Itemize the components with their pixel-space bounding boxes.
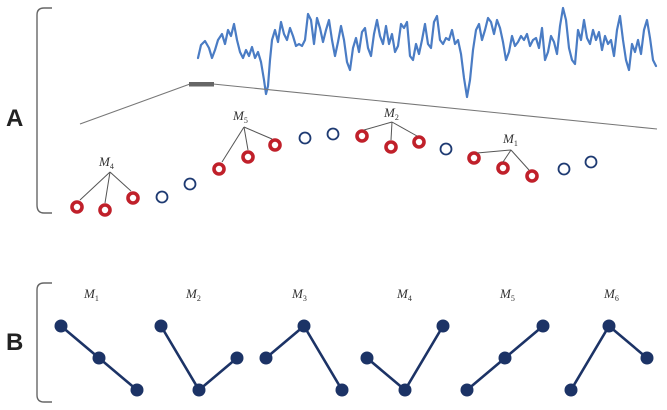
- series-point-center: [246, 155, 250, 159]
- motif-glyph-line: [366, 325, 445, 392]
- motif-glyph-label: M4: [396, 286, 412, 303]
- motif-glyph-point: [436, 319, 450, 333]
- motif-label: M2: [383, 105, 399, 122]
- motif-annotation-m5: M5: [221, 108, 273, 163]
- series-point-center: [273, 143, 277, 147]
- motif-glyph-point: [230, 351, 244, 365]
- motif-glyph-m1: M1: [54, 286, 144, 397]
- series-point-center: [530, 174, 534, 178]
- motif-glyph-point: [564, 383, 578, 397]
- series-point-center: [472, 156, 476, 160]
- motif-label: M1: [502, 131, 518, 148]
- motif-label: M5: [232, 108, 248, 125]
- zoom-guide-right: [212, 83, 658, 130]
- series-point-center: [131, 196, 135, 200]
- motif-glyph-point: [602, 319, 616, 333]
- motif-glyph-m2: M2: [154, 286, 244, 397]
- motif-glyph-line: [159, 325, 238, 392]
- series-point-center: [417, 140, 421, 144]
- panel-a: A: [6, 6, 658, 217]
- series-point-center: [389, 145, 393, 149]
- motif-glyph-m5: M5: [460, 286, 550, 397]
- zoom-window-marker: [189, 82, 214, 87]
- motif-annotation-m4: M4: [79, 154, 132, 204]
- panel-a-bracket: [36, 7, 52, 214]
- motif-glyph-m6: M6: [564, 286, 654, 397]
- motif-glyph-point: [640, 351, 654, 365]
- motif-glyph-point: [498, 351, 512, 365]
- motif-glyph-line: [569, 324, 648, 391]
- panel-a-label: A: [6, 105, 23, 132]
- motif-glyph-label: M3: [291, 286, 307, 303]
- motif-glyph-point: [335, 383, 349, 397]
- ordinal-points: [70, 127, 598, 217]
- motif-label: M4: [98, 154, 114, 171]
- motif-glyph-point: [460, 383, 474, 397]
- series-point: [557, 162, 571, 176]
- motif-glyph-point: [130, 383, 144, 397]
- motif-annotation-m2: M2: [363, 105, 418, 141]
- motif-glyph-point: [259, 351, 273, 365]
- series-point: [326, 127, 340, 141]
- motif-glyph-label: M5: [499, 286, 515, 303]
- series-point: [439, 142, 453, 156]
- motif-glyph-point: [360, 351, 374, 365]
- panel-b: B M1 M2 M3: [6, 282, 654, 403]
- series-point: [183, 177, 197, 191]
- series-point-center: [501, 166, 505, 170]
- motif-glyph-line: [265, 324, 344, 391]
- series-point-center: [103, 208, 107, 212]
- signal-trace: [196, 6, 658, 99]
- series-point-center: [217, 167, 221, 171]
- series-point-center: [360, 134, 364, 138]
- motif-glyph-label: M6: [603, 286, 619, 303]
- motif-glyph-point: [398, 383, 412, 397]
- motif-glyph-point: [297, 319, 311, 333]
- zoom-guide-left: [79, 83, 191, 125]
- motif-glyph-m3: M3: [259, 286, 349, 397]
- series-point: [155, 190, 169, 204]
- panel-b-bracket: [36, 282, 52, 403]
- motif-glyph-point: [154, 319, 168, 333]
- motif-glyph-point: [54, 319, 68, 333]
- motif-glyph-label: M2: [185, 286, 201, 303]
- motif-glyph-m4: M4: [360, 286, 450, 397]
- motif-glyph-label: M1: [83, 286, 99, 303]
- series-point: [298, 131, 312, 145]
- series-point-center: [75, 205, 79, 209]
- motif-glyph-point: [536, 319, 550, 333]
- motif-catalog: M1 M2 M3 M4: [54, 286, 654, 397]
- panel-b-label: B: [6, 329, 23, 356]
- motif-annotation-m1: M1: [476, 131, 530, 171]
- motif-glyph-point: [92, 351, 106, 365]
- motif-glyph-point: [192, 383, 206, 397]
- series-point: [584, 155, 598, 169]
